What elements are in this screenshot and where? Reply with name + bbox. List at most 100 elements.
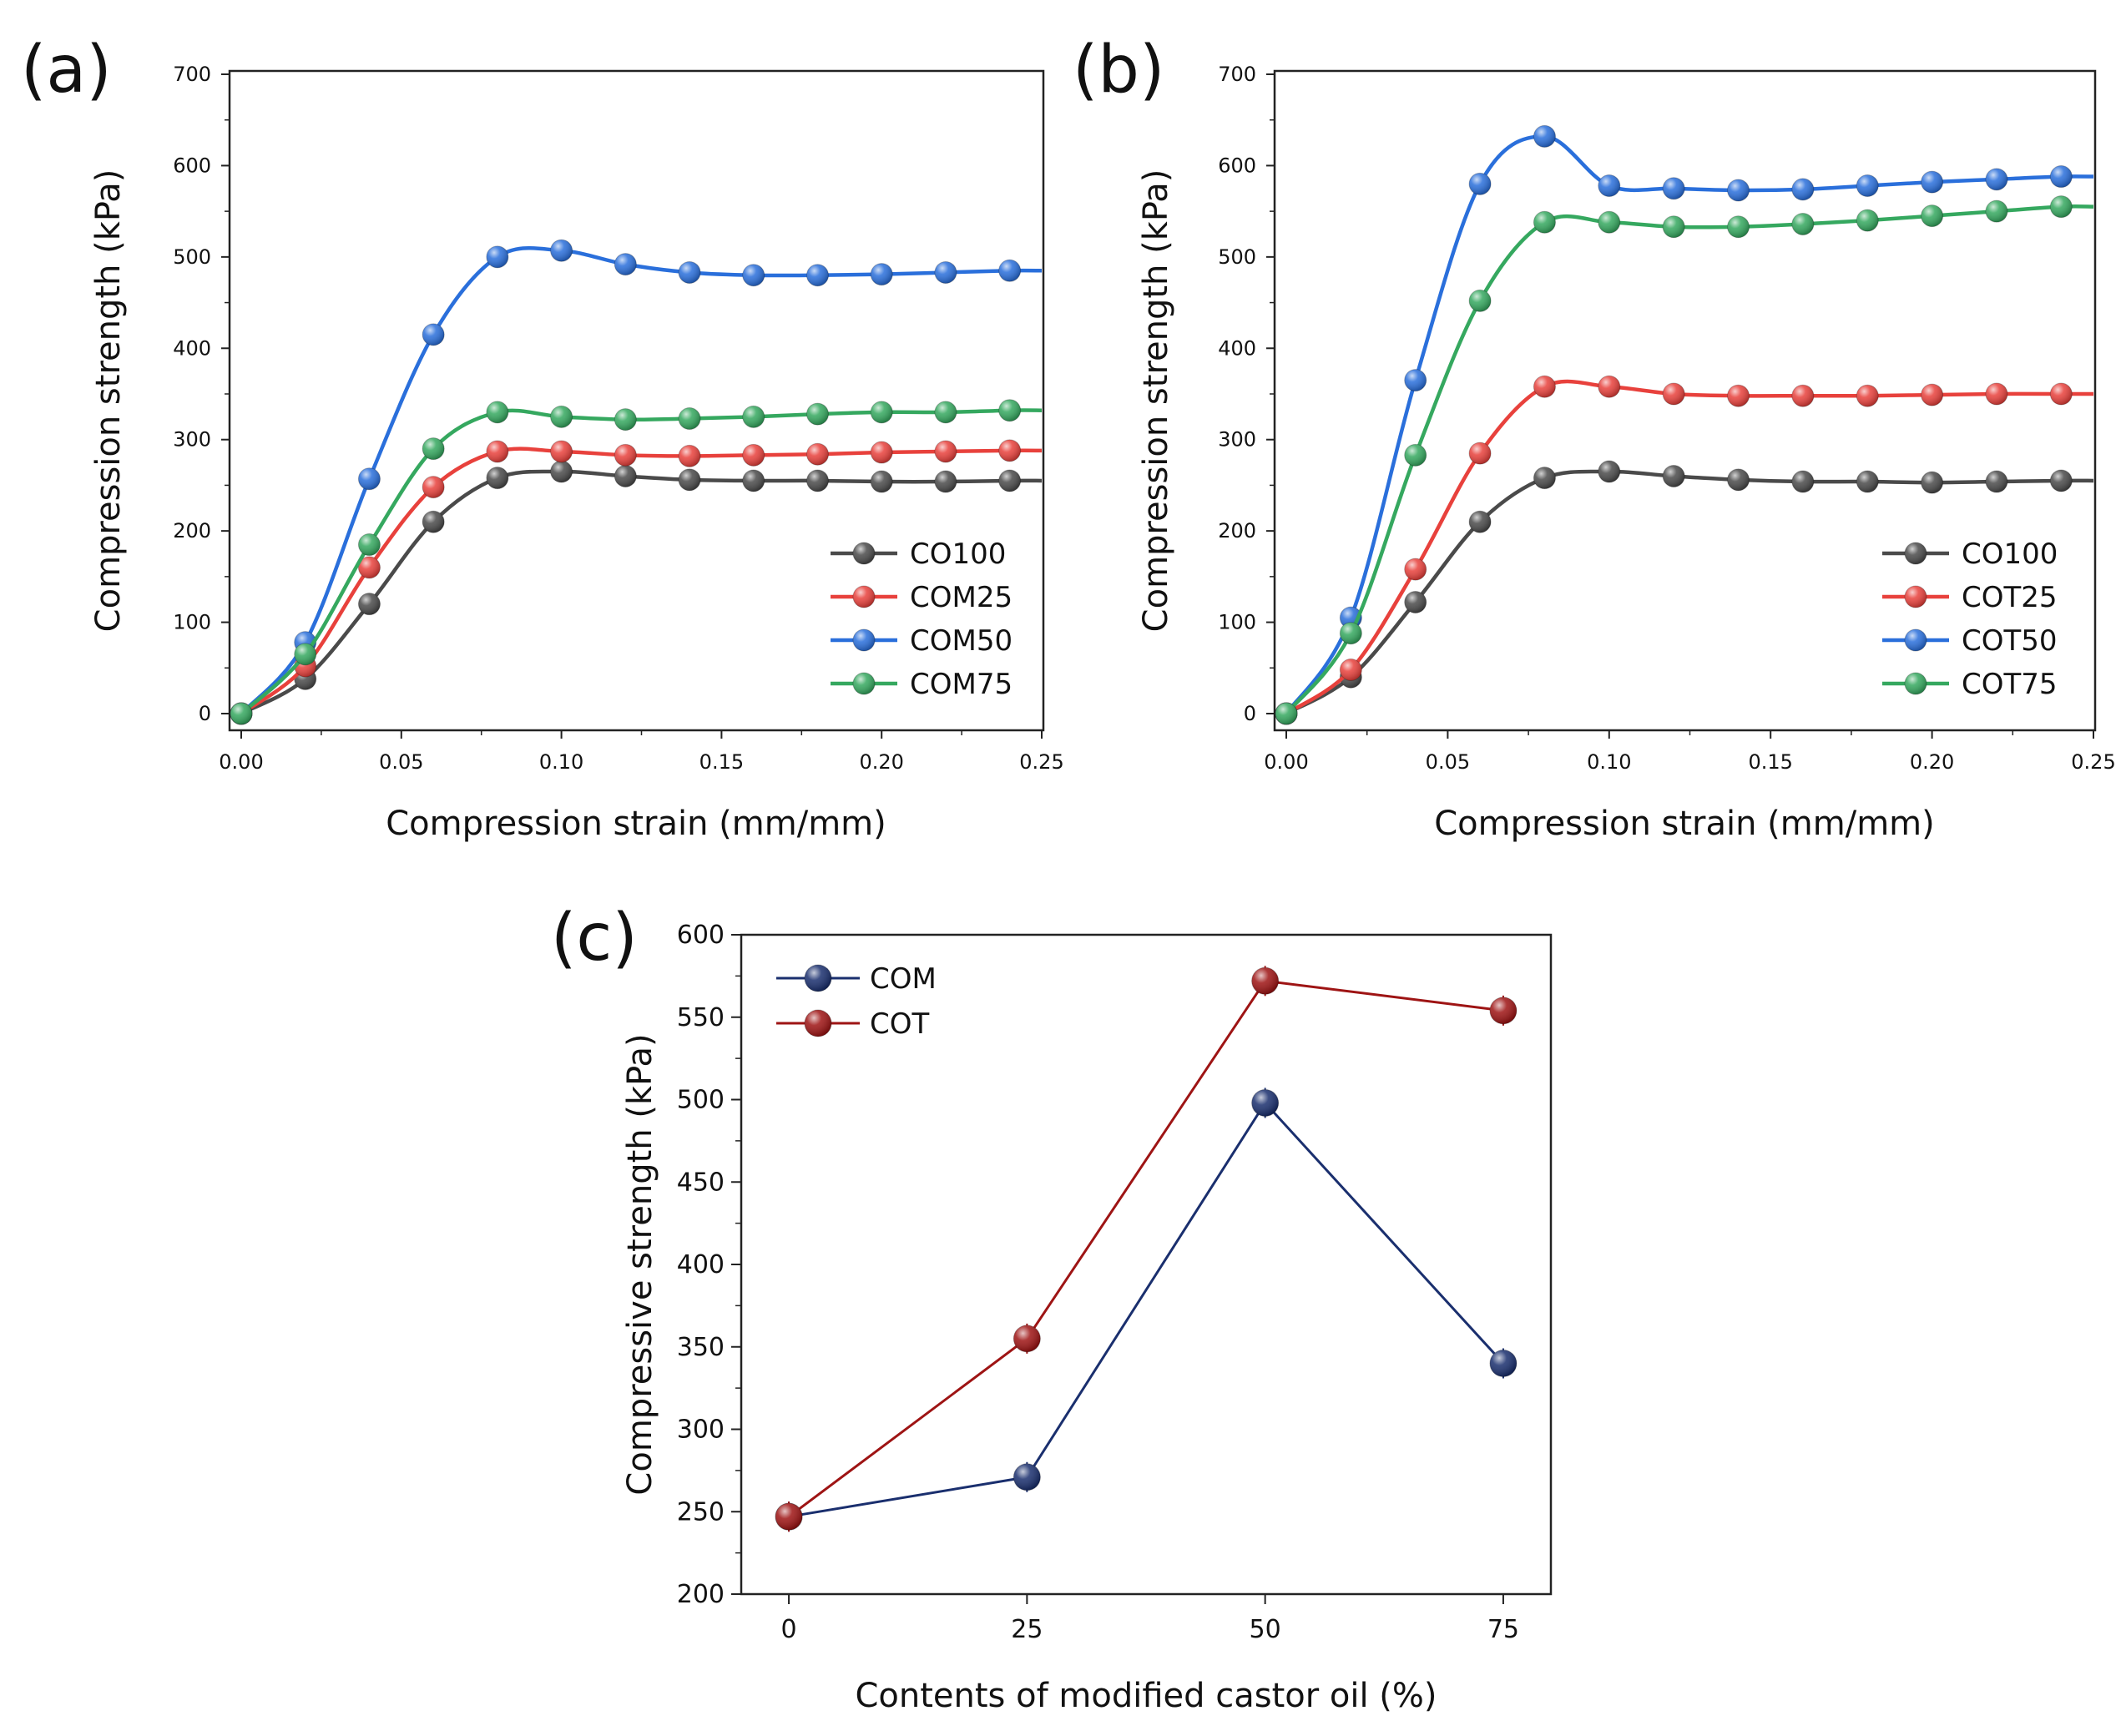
panel-b-legend-marker-shine	[1905, 673, 1927, 694]
panel-a-legend-label: COM50	[910, 624, 1013, 658]
panel-a-series-COM50	[230, 239, 1043, 725]
panel-a-point-COM75	[486, 401, 509, 424]
panel-a-point-COM25-shine	[679, 445, 701, 467]
panel-a-point-CO100	[805, 469, 829, 492]
panel-a-point-COM25	[486, 440, 509, 463]
panel-a-y-tick-label: 100	[173, 611, 211, 634]
panel-b-point-COT75-shine	[1921, 204, 1943, 227]
panel-a-point-COM50	[678, 260, 701, 284]
panel-c-x-tick-label: 75	[1487, 1615, 1519, 1644]
panel-c-point-COM	[1489, 1350, 1518, 1377]
panel-a-point-COM25-shine	[934, 440, 957, 462]
panel-b-point-COT25-shine	[1663, 383, 1685, 405]
panel-b-y-tick-label: 200	[1218, 519, 1256, 542]
panel-b-point-COT50	[1404, 369, 1427, 392]
panel-b-point-COT75-shine	[1663, 215, 1685, 238]
panel-a-point-COM50	[422, 323, 445, 346]
panel-b-point-COT75	[1275, 702, 1298, 725]
panel-a-series-COM75	[230, 399, 1043, 725]
panel-a-legend-item-COM75: COM75	[831, 668, 1013, 701]
panel-b-x-tick-label: 0.20	[1910, 750, 1954, 774]
panel-b-point-COT75	[1533, 210, 1556, 234]
panel-a-legend-marker	[852, 585, 876, 608]
panel-b-point-COT50	[1985, 168, 2008, 191]
panel-b-point-CO100-shine	[1985, 471, 2007, 493]
panel-b-point-COT50	[1662, 177, 1685, 200]
panel-b-y-tick-label: 300	[1218, 428, 1256, 452]
panel-a-y-tick-label: 0	[199, 702, 211, 725]
panel-a-point-COM50-shine	[934, 261, 957, 284]
panel-b-y-tick-label: 0	[1244, 702, 1256, 725]
panel-c-point-COM	[1013, 1463, 1041, 1491]
panel-b-point-COT75	[1921, 204, 1944, 228]
panel-a-point-CO100-shine	[679, 468, 701, 491]
panel-c-y-tick-label: 400	[677, 1250, 725, 1279]
panel-a-point-COM50-shine	[550, 240, 573, 262]
panel-b-point-COT25	[1791, 384, 1815, 407]
panel-a-point-COM50	[614, 253, 637, 276]
panel-a-plot-frame	[228, 69, 1045, 732]
panel-b-point-COT25	[1598, 375, 1621, 398]
panel-b-point-COT25	[1727, 384, 1750, 407]
panel-b-point-COT75-shine	[1404, 444, 1427, 467]
panel-b-point-COT25	[1662, 382, 1685, 406]
panel-a-point-COM75-shine	[998, 399, 1021, 421]
panel-b-point-COT50-shine	[1469, 173, 1492, 195]
panel-c-point-COT-shine	[1489, 997, 1517, 1024]
panel-a-point-COM75-shine	[742, 406, 765, 428]
panel-a-point-COM75	[678, 407, 701, 431]
panel-a-point-COM25	[550, 440, 573, 463]
panel-b-point-COT75-shine	[1985, 200, 2007, 223]
panel-b-point-COT75	[1339, 622, 1362, 645]
panel-b-point-CO100	[1468, 510, 1492, 533]
panel-b-point-CO100	[1791, 470, 1815, 493]
panel-a-point-CO100	[998, 469, 1022, 492]
panel-b-x-axis-title: Compression strain (mm/mm)	[1434, 805, 1934, 843]
panel-a-point-COM75	[230, 702, 253, 725]
panel-b-point-COT50-shine	[2050, 165, 2073, 188]
panel-a-point-COM75	[934, 401, 957, 424]
panel-b-point-COT25-shine	[2050, 383, 2073, 405]
panel-c-y-tick-label: 200	[677, 1580, 725, 1609]
panel-c-y-axis-title: Compressive strength (kPa)	[621, 1033, 659, 1495]
panel-a-point-CO100	[678, 468, 701, 492]
panel-b-point-COT25	[2049, 382, 2073, 406]
panel-b-series-COT75	[1275, 195, 2094, 725]
panel-b-point-COT25-shine	[1921, 384, 1943, 406]
panel-a-legend-label: CO100	[910, 537, 1006, 571]
panel-a-legend-item-CO100: CO100	[831, 537, 1006, 571]
panel-a-point-COM25-shine	[806, 443, 829, 466]
panel-a-point-COM50-shine	[998, 260, 1021, 282]
panel-b-point-CO100-shine	[1921, 472, 1943, 494]
panel-c-series-COM	[775, 1088, 1518, 1532]
panel-c-point-COM-shine	[1251, 1089, 1279, 1117]
panel-a-point-COM50-shine	[679, 261, 701, 284]
panel-b-point-COT25-shine	[1533, 376, 1556, 398]
panel-a-legend-item-COM25: COM25	[831, 581, 1013, 614]
panel-b-point-COT25	[1404, 558, 1427, 581]
panel-b-legend-label: CO100	[1962, 537, 2058, 571]
panel-a-point-COM75	[870, 401, 893, 424]
panel-c-line-COT	[788, 979, 1504, 1518]
panel-a-point-COM75-shine	[486, 401, 508, 423]
panel-c-label: (c)	[551, 901, 638, 976]
panel-a-point-CO100	[486, 467, 509, 490]
panel-b-line-COT50	[1285, 134, 2094, 715]
panel-b-point-COT50-shine	[1791, 178, 1814, 200]
panel-a-point-COM25	[678, 444, 701, 467]
panel-b-plot-frame	[1273, 69, 2097, 732]
panel-b-point-COT25	[1921, 383, 1944, 406]
panel-a-point-CO100-shine	[614, 465, 637, 487]
panel-c-point-COM	[1251, 1088, 1280, 1117]
panel-a-point-COM50	[486, 245, 509, 269]
panel-a-point-COM25-shine	[550, 440, 573, 462]
panel-a-legend-marker	[852, 628, 876, 652]
panel-a-y-tick-label: 300	[173, 428, 211, 452]
panel-a-y-tick-label: 700	[173, 63, 211, 86]
panel-a-point-COM50-shine	[871, 263, 893, 285]
panel-b-point-CO100	[1985, 470, 2008, 493]
panel-a-chart: (a) 0 100 200 300 400 500 600 700 0.00 0.05 0.10 0.…	[21, 33, 1064, 843]
panel-a-x-tick-label: 0.20	[859, 750, 903, 774]
panel-b-point-COT50-shine	[1985, 168, 2007, 190]
panel-a-point-COM75	[805, 402, 829, 426]
